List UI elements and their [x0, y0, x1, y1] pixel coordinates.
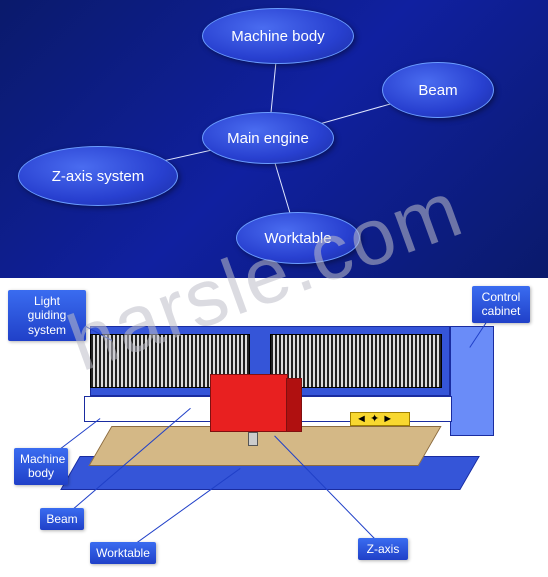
callout-label: Light guidingsystem: [28, 294, 67, 337]
worktable-surface: [88, 426, 441, 466]
node-label: Z-axis system: [52, 168, 145, 185]
callout-z-axis: Z-axis: [358, 538, 408, 560]
head-nozzle: [248, 432, 258, 446]
z-axis-head: [210, 374, 288, 432]
node-worktable: Worktable: [236, 212, 360, 264]
node-label: Main engine: [227, 130, 309, 147]
accent-arrow-icon: ◄ ✦ ►: [356, 412, 393, 425]
machine-illustration-panel: ◄ ✦ ► Light guidingsystem Controlcabinet…: [0, 278, 548, 577]
callout-label: Z-axis: [367, 542, 400, 556]
node-z-axis-system: Z-axis system: [18, 146, 178, 206]
callout-label: Controlcabinet: [482, 290, 521, 318]
callout-machine-body: Machinebody: [14, 448, 68, 485]
concept-map-panel: Main engine Machine body Beam Worktable …: [0, 0, 548, 278]
machine-drawing: ◄ ✦ ►: [90, 326, 500, 506]
callout-label: Beam: [46, 512, 77, 526]
node-beam: Beam: [382, 62, 494, 118]
callout-worktable: Worktable: [90, 542, 156, 564]
node-main-engine: Main engine: [202, 112, 334, 164]
node-label: Machine body: [231, 28, 324, 45]
callout-light-guiding: Light guidingsystem: [8, 290, 86, 341]
z-axis-head-side: [286, 378, 302, 432]
callout-label: Machinebody: [20, 452, 65, 480]
node-label: Beam: [418, 82, 457, 99]
callout-label: Worktable: [96, 546, 150, 560]
node-label: Worktable: [264, 230, 331, 247]
node-machine-body: Machine body: [202, 8, 354, 64]
callout-control-cabinet: Controlcabinet: [472, 286, 530, 323]
callout-beam: Beam: [40, 508, 84, 530]
